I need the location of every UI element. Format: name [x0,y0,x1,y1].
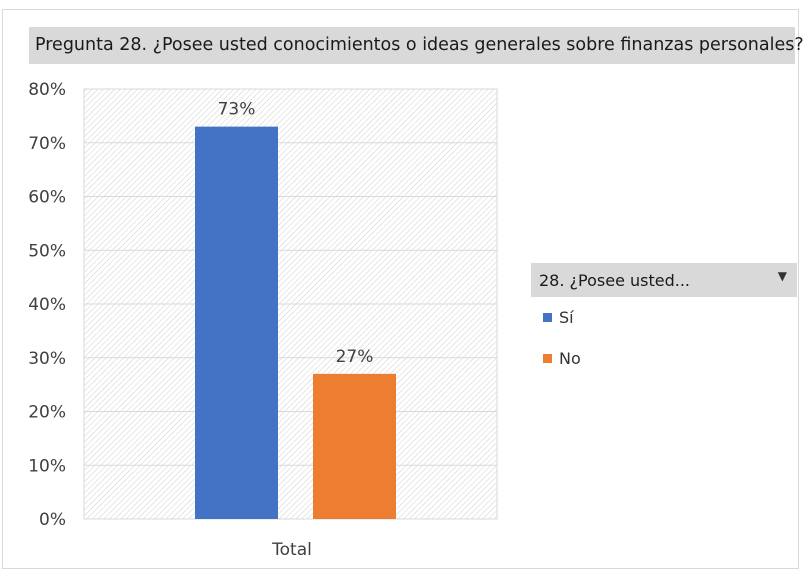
bar-no[interactable] [313,374,396,519]
y-tick-label: 20% [28,403,66,423]
x-tick-total: Total [271,540,312,560]
y-tick-label: 40% [28,295,66,315]
y-tick-label: 60% [28,188,66,208]
legend-swatch-no [543,354,552,363]
y-tick-label: 50% [28,241,66,261]
data-label-si: 73% [218,100,256,120]
bar-si[interactable] [195,127,278,519]
y-tick-label: 10% [28,456,66,476]
legend-item-si[interactable]: Sí [543,306,574,328]
legend-label-si: Sí [559,308,574,327]
y-tick-label: 80% [28,80,66,100]
data-label-no: 27% [336,347,374,367]
legend-filter-dropdown[interactable]: 28. ¿Posee usted... ▼ [531,263,797,297]
legend-title: 28. ¿Posee usted... [539,271,690,290]
dropdown-triangle-icon: ▼ [778,269,787,283]
legend-label-no: No [559,349,581,368]
y-tick-label: 0% [39,510,66,530]
y-tick-label: 70% [28,134,66,154]
legend-swatch-si [543,313,552,322]
y-tick-label: 30% [28,349,66,369]
legend-item-no[interactable]: No [543,347,581,369]
